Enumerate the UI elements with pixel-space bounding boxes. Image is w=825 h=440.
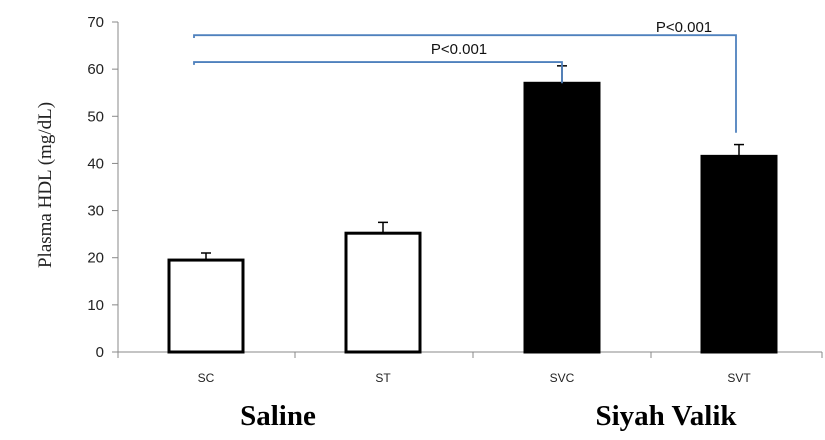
y-axis-title: Plasma HDL (mg/dL) bbox=[35, 102, 56, 268]
category-label-st: ST bbox=[375, 371, 391, 385]
significance-bracket-sc-svc bbox=[193, 61, 563, 84]
significance-brackets: P<0.001 P<0.001 bbox=[193, 19, 737, 133]
y-tick-label: 40 bbox=[87, 155, 104, 172]
y-tick-label: 30 bbox=[87, 203, 104, 220]
category-label-sc: SC bbox=[198, 371, 215, 385]
bar-svc bbox=[523, 81, 601, 354]
group-label-saline: Saline bbox=[240, 400, 316, 432]
significance-label: P<0.001 bbox=[656, 19, 712, 36]
significance-bracket-sc-svt bbox=[193, 34, 737, 133]
y-tick-label: 60 bbox=[87, 61, 104, 78]
bar-sc bbox=[167, 258, 245, 354]
y-tick-label: 0 bbox=[96, 344, 104, 361]
category-label-svt: SVT bbox=[727, 371, 751, 385]
y-tick-label: 70 bbox=[87, 14, 104, 31]
bars bbox=[167, 65, 778, 354]
y-tick-label: 10 bbox=[87, 297, 104, 314]
labels: Plasma HDL (mg/dL) SC ST SVC SVT Saline Siyah… bbox=[35, 102, 751, 432]
significance-label: P<0.001 bbox=[431, 41, 487, 58]
bar-svt bbox=[700, 154, 778, 354]
category-label-svc: SVC bbox=[550, 371, 575, 385]
group-label-siyah-valik: Siyah Valik bbox=[595, 400, 737, 432]
y-tick-label: 20 bbox=[87, 250, 104, 267]
bar-st bbox=[344, 231, 422, 354]
y-tick-label: 50 bbox=[87, 108, 104, 125]
